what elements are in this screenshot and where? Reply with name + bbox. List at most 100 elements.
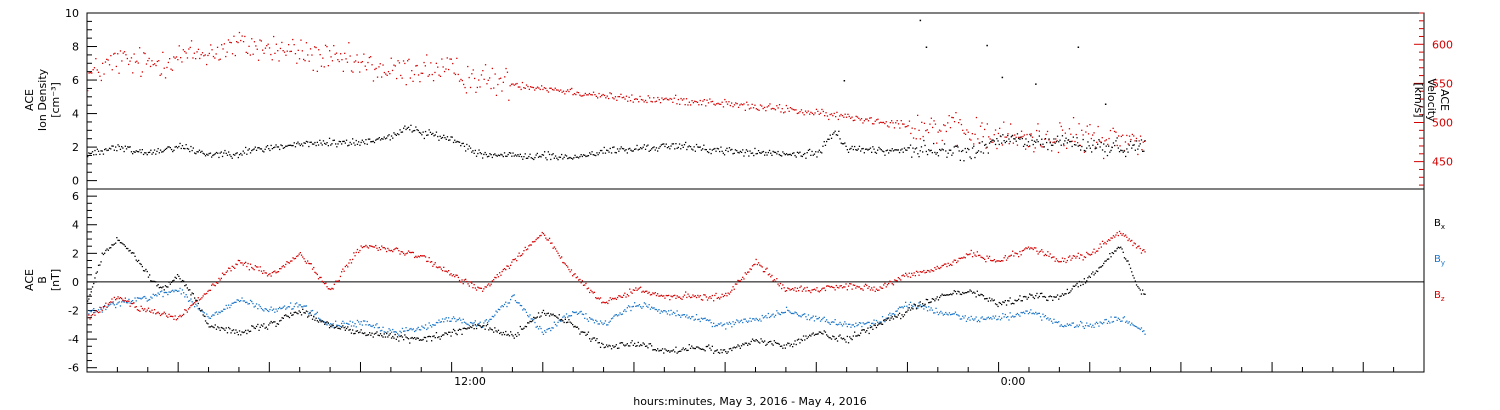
by-point: [1075, 326, 1077, 328]
velocity-point: [815, 108, 818, 110]
bz-point: [146, 309, 148, 311]
bx-point: [704, 350, 706, 352]
density-point: [443, 134, 445, 136]
bx-point: [632, 344, 634, 346]
bx-point: [890, 317, 892, 319]
density-point: [266, 145, 269, 147]
by-point: [395, 331, 397, 333]
bx-point: [344, 329, 346, 331]
velocity-point: [866, 118, 868, 120]
bx-point: [418, 339, 421, 341]
by-point: [427, 327, 429, 329]
bx-point: [727, 351, 729, 353]
velocity-point: [673, 97, 675, 99]
bz-point: [339, 275, 342, 278]
bz-point: [1138, 245, 1140, 247]
bx-point: [817, 333, 819, 335]
bx-point: [308, 315, 310, 317]
bx-point: [745, 342, 748, 344]
velocity-point: [490, 87, 492, 90]
velocity-point: [464, 86, 466, 89]
bz-point: [635, 287, 637, 289]
by-point: [1139, 328, 1141, 331]
by-point: [596, 320, 598, 323]
by-point: [1098, 325, 1100, 327]
velocity-point: [352, 71, 354, 73]
density-point: [164, 148, 167, 150]
density-point: [411, 131, 413, 133]
bx-point: [1081, 281, 1083, 283]
bz-point: [335, 280, 337, 282]
bz-point: [816, 287, 818, 289]
density-point: [635, 148, 637, 150]
velocity-point: [278, 60, 280, 62]
bz-point: [107, 303, 109, 305]
by-point: [895, 310, 897, 312]
density-point: [702, 148, 704, 150]
bz-point: [483, 288, 485, 290]
by-point: [608, 321, 610, 324]
bz-point: [211, 284, 213, 286]
bz-point: [713, 300, 715, 302]
bx-point: [456, 333, 458, 336]
bz-point: [531, 241, 534, 243]
bz-point: [283, 266, 286, 268]
velocity-point: [691, 100, 693, 102]
velocity-point: [491, 67, 493, 70]
bx-point: [238, 330, 241, 332]
velocity-point: [267, 43, 269, 45]
bz-point: [781, 287, 783, 290]
velocity-point: [227, 39, 230, 41]
by-point: [826, 319, 828, 321]
velocity-point: [156, 60, 158, 63]
bx-point: [937, 299, 940, 301]
bz-point: [1095, 250, 1098, 252]
density-point: [849, 148, 851, 150]
by-point: [942, 314, 944, 316]
density-point: [506, 155, 508, 157]
by-point: [317, 317, 320, 319]
bz-point: [717, 296, 720, 299]
bz-point: [985, 261, 987, 263]
velocity-point: [644, 99, 647, 102]
bx-point: [142, 270, 145, 272]
bz-point: [179, 314, 181, 317]
bx-point: [482, 325, 484, 327]
density-point: [711, 149, 713, 151]
bz-point: [850, 283, 852, 285]
density-point: [315, 144, 317, 147]
bx-point: [627, 345, 630, 347]
velocity-point: [396, 77, 398, 80]
bx-point: [320, 321, 322, 323]
bz-point: [299, 252, 301, 254]
velocity-point: [840, 113, 842, 116]
density-point: [166, 147, 168, 150]
by-point: [695, 314, 698, 316]
by-point: [184, 296, 186, 298]
bz-point: [119, 297, 122, 299]
velocity-point: [605, 97, 607, 99]
density-point: [208, 152, 210, 155]
velocity-point: [598, 92, 600, 95]
velocity-point: [390, 57, 392, 59]
bz-point: [615, 298, 617, 300]
velocity-point: [774, 109, 777, 111]
bx-point: [477, 324, 479, 326]
density-point: [1125, 155, 1127, 158]
by-point: [373, 326, 376, 329]
density-point: [720, 146, 722, 148]
bz-point: [867, 287, 869, 289]
density-point: [749, 150, 751, 152]
velocity-point: [639, 95, 641, 98]
bz-point: [836, 286, 839, 289]
density-point: [739, 150, 741, 153]
bz-point: [1078, 257, 1081, 259]
bx-point: [584, 331, 586, 334]
density-point: [322, 140, 325, 142]
bz-point: [1126, 236, 1128, 238]
by-point: [827, 321, 829, 323]
bz-point: [903, 275, 906, 277]
velocity-point: [427, 75, 429, 77]
by-point: [1073, 326, 1076, 328]
density-point: [742, 149, 744, 151]
